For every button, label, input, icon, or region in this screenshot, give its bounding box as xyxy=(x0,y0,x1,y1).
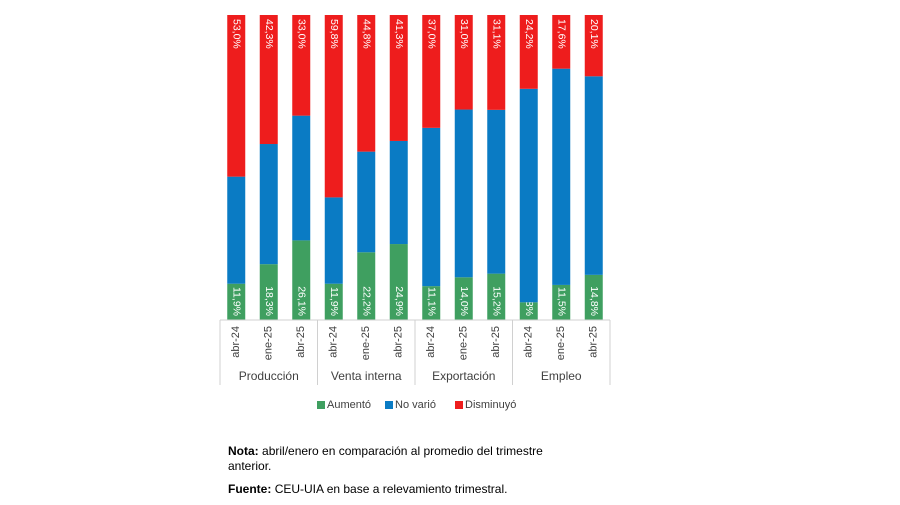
group-label: Producción xyxy=(239,369,299,383)
bar-segment xyxy=(259,144,278,265)
data-label: 15,2% xyxy=(490,286,502,316)
bar-segment xyxy=(454,15,473,110)
bar-segment xyxy=(519,15,538,89)
bar-segment xyxy=(389,140,408,245)
note-text: abril/enero en comparación al promedio d… xyxy=(228,444,543,473)
bar-segment xyxy=(552,68,571,285)
bar-segment xyxy=(584,274,603,320)
legend-label: Aumentó xyxy=(327,399,371,411)
bar-segment xyxy=(487,15,506,110)
bar-segment xyxy=(454,109,473,278)
note: Nota: abril/enero en comparación al prom… xyxy=(228,444,588,474)
bar-segment xyxy=(259,264,278,320)
bar-segment xyxy=(324,15,343,198)
data-label: 14,8% xyxy=(588,286,600,316)
x-tick-label: abr-25 xyxy=(295,326,307,358)
bar-segment xyxy=(292,15,311,116)
data-label: 31,1% xyxy=(490,19,502,49)
data-label: 11,1% xyxy=(425,287,437,316)
data-label: 41,3% xyxy=(393,19,405,49)
data-label: 24,9% xyxy=(393,286,405,316)
legend-swatch xyxy=(455,401,463,409)
bar-segment xyxy=(422,127,441,287)
bar-segment xyxy=(487,109,506,274)
data-label: 53,0% xyxy=(230,19,242,49)
source: Fuente: CEU-UIA en base a relevamiento t… xyxy=(228,482,588,497)
bar-segment xyxy=(227,176,246,284)
bar-segment xyxy=(357,252,376,320)
legend-swatch xyxy=(385,401,393,409)
source-label: Fuente: xyxy=(228,482,272,496)
bar-segment xyxy=(227,15,246,177)
bar-segment xyxy=(227,283,246,320)
bar-segment xyxy=(324,197,343,284)
x-tick-label: ene-25 xyxy=(263,326,275,360)
data-label: 17,6% xyxy=(555,19,567,49)
data-label: 26,1% xyxy=(295,286,307,316)
group-label: Venta interna xyxy=(331,369,402,383)
group-label: Exportación xyxy=(432,369,495,383)
x-tick-label: abr-24 xyxy=(328,326,340,358)
legend-label: No varió xyxy=(395,399,436,411)
bar-segment xyxy=(487,273,506,320)
bar-segment xyxy=(357,151,376,253)
group-label: Empleo xyxy=(541,369,582,383)
bar-segment xyxy=(259,15,278,145)
bar-segment xyxy=(454,277,473,320)
x-tick-label: abr-24 xyxy=(425,326,437,358)
data-label: 37,0% xyxy=(425,19,437,49)
data-label: 11,5% xyxy=(555,287,567,316)
x-tick-label: abr-24 xyxy=(523,326,535,358)
data-label: 20,1% xyxy=(588,19,600,49)
x-tick-label: abr-25 xyxy=(393,326,405,358)
bar-segment xyxy=(552,15,571,69)
bar-segment xyxy=(292,240,311,320)
bar-segment xyxy=(389,244,408,320)
data-label: 22,2% xyxy=(360,286,372,316)
data-label: 33,0% xyxy=(295,19,307,49)
bar-segment xyxy=(389,15,408,141)
x-tick-label: abr-25 xyxy=(588,326,600,358)
data-label: 59,8% xyxy=(328,19,340,49)
data-label: 31,0% xyxy=(458,19,470,49)
data-label: 11,9% xyxy=(328,287,340,316)
data-label: 24,2% xyxy=(523,19,535,49)
bar-segment xyxy=(422,15,441,128)
x-tick-label: ene-25 xyxy=(555,326,567,360)
bar-segment xyxy=(292,115,311,241)
bar-segment xyxy=(584,76,603,275)
data-label: 14,0% xyxy=(458,286,470,316)
data-label: 11,9% xyxy=(230,287,242,316)
note-label: Nota: xyxy=(228,444,259,458)
bar-segment xyxy=(357,15,376,152)
x-tick-label: abr-24 xyxy=(230,326,242,358)
bar-segment xyxy=(422,286,441,320)
bar-segment xyxy=(584,15,603,77)
x-tick-label: ene-25 xyxy=(458,326,470,360)
bar-segment xyxy=(324,283,343,320)
legend-label: Disminuyó xyxy=(465,399,516,411)
bar-segment xyxy=(552,284,571,320)
data-label: 44,8% xyxy=(360,19,372,49)
bar-segment xyxy=(519,302,538,320)
x-tick-label: abr-25 xyxy=(490,326,502,358)
source-text: CEU-UIA en base a relevamiento trimestra… xyxy=(274,482,508,496)
x-tick-label: ene-25 xyxy=(360,326,372,360)
data-label: 42,3% xyxy=(263,19,275,49)
data-label: 18,3% xyxy=(263,286,275,316)
legend-swatch xyxy=(317,401,325,409)
bar-segment xyxy=(519,88,538,303)
